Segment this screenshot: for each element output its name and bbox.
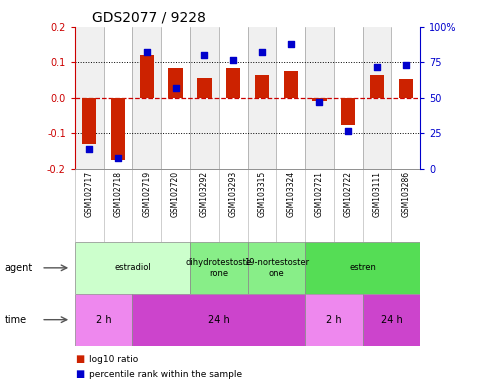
Text: GSM103324: GSM103324: [286, 171, 295, 217]
Bar: [305, 294, 363, 346]
Point: [200, 52, 208, 58]
Bar: [161, 27, 190, 169]
Text: GSM102719: GSM102719: [142, 171, 151, 217]
Bar: [284, 71, 298, 98]
Text: estradiol: estradiol: [114, 263, 151, 272]
Text: GSM103286: GSM103286: [401, 171, 411, 217]
Bar: [313, 98, 327, 101]
Point: [344, 127, 352, 134]
Text: 2 h: 2 h: [96, 314, 112, 325]
Text: 24 h: 24 h: [208, 314, 229, 325]
Bar: [82, 98, 97, 144]
Bar: [363, 27, 391, 169]
Point: [114, 154, 122, 161]
Bar: [255, 75, 269, 98]
Text: GSM102721: GSM102721: [315, 171, 324, 217]
Bar: [247, 27, 276, 169]
Bar: [75, 294, 132, 346]
Bar: [190, 242, 247, 294]
Text: log10 ratio: log10 ratio: [89, 354, 139, 364]
Bar: [276, 27, 305, 169]
Bar: [140, 55, 154, 98]
Point: [143, 50, 151, 56]
Bar: [305, 242, 420, 294]
Bar: [190, 27, 219, 169]
Bar: [75, 242, 190, 294]
Text: ■: ■: [75, 354, 84, 364]
Text: GSM103293: GSM103293: [228, 171, 238, 217]
Point: [85, 146, 93, 152]
Text: agent: agent: [5, 263, 33, 273]
Text: ■: ■: [75, 369, 84, 379]
Text: GSM102717: GSM102717: [85, 171, 94, 217]
Bar: [226, 68, 241, 98]
Bar: [398, 79, 413, 98]
Text: GSM103111: GSM103111: [372, 171, 382, 217]
Bar: [334, 27, 363, 169]
Bar: [370, 75, 384, 98]
Point: [402, 62, 410, 68]
Text: GSM103292: GSM103292: [200, 171, 209, 217]
Text: 2 h: 2 h: [326, 314, 341, 325]
Bar: [219, 27, 247, 169]
Text: 24 h: 24 h: [381, 314, 402, 325]
Point: [315, 99, 323, 105]
Bar: [132, 27, 161, 169]
Text: dihydrotestoste
rone: dihydrotestoste rone: [185, 258, 252, 278]
Text: GSM103315: GSM103315: [257, 171, 267, 217]
Text: time: time: [5, 314, 27, 325]
Point: [229, 56, 237, 63]
Bar: [305, 27, 334, 169]
Bar: [75, 27, 104, 169]
Text: GSM102722: GSM102722: [344, 171, 353, 217]
Text: GDS2077 / 9228: GDS2077 / 9228: [92, 10, 206, 24]
Bar: [104, 27, 132, 169]
Bar: [132, 294, 305, 346]
Bar: [391, 27, 420, 169]
Text: percentile rank within the sample: percentile rank within the sample: [89, 370, 242, 379]
Point: [172, 85, 180, 91]
Bar: [363, 294, 420, 346]
Point: [258, 50, 266, 56]
Text: estren: estren: [349, 263, 376, 272]
Bar: [341, 98, 355, 124]
Text: GSM102720: GSM102720: [171, 171, 180, 217]
Bar: [169, 68, 183, 98]
Text: GSM102718: GSM102718: [114, 171, 123, 217]
Bar: [247, 242, 305, 294]
Point: [287, 41, 295, 47]
Bar: [111, 98, 125, 160]
Bar: [197, 78, 212, 98]
Point: [373, 64, 381, 70]
Text: 19-nortestoster
one: 19-nortestoster one: [244, 258, 309, 278]
